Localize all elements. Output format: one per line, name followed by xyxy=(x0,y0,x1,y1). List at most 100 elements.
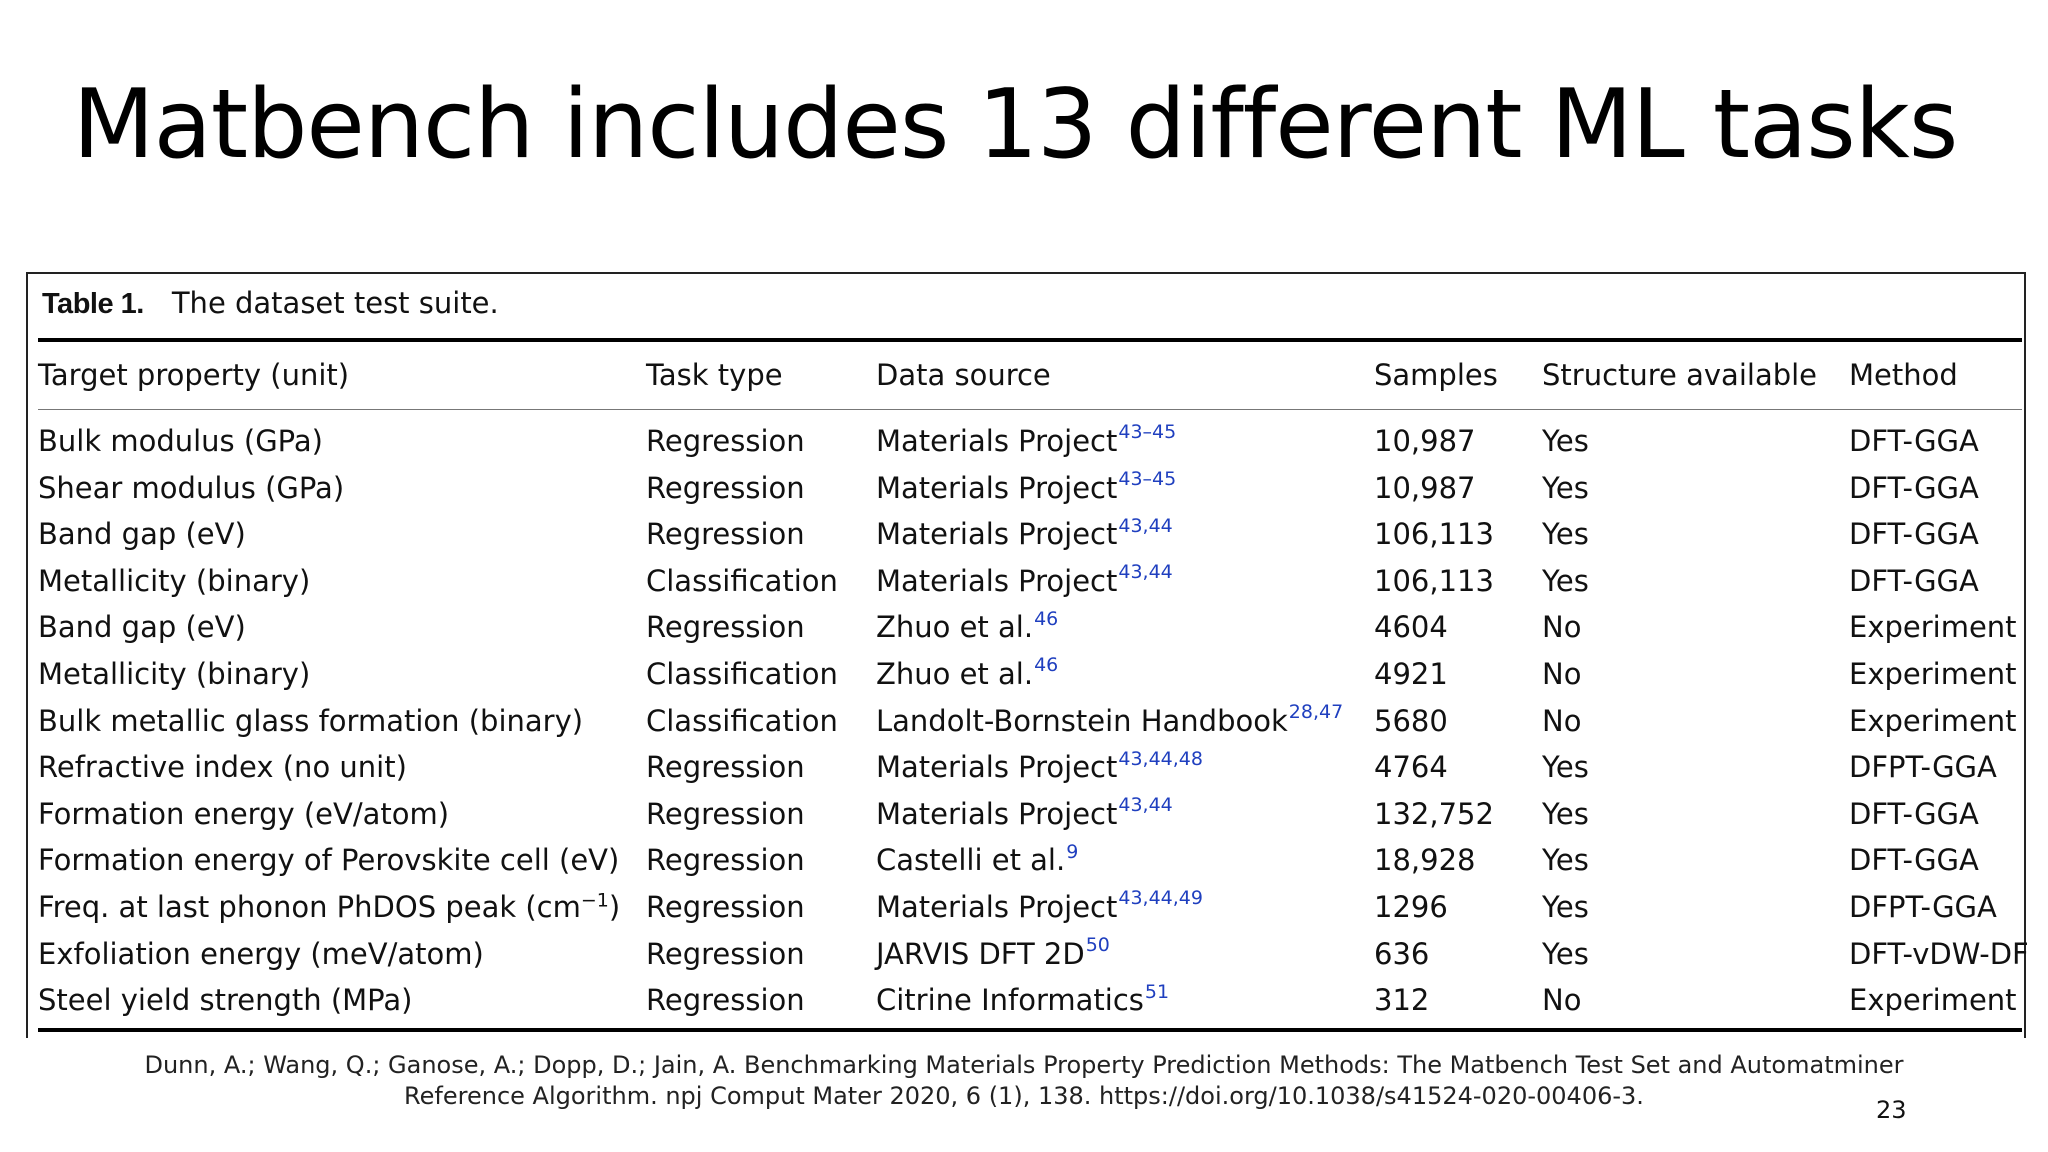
reference-link[interactable]: 43,44 xyxy=(1118,514,1173,537)
cell-data-source: JARVIS DFT 2D50 xyxy=(876,931,1110,977)
cell-samples: 4604 xyxy=(1374,610,1448,645)
cell-data-source: Materials Project43,44 xyxy=(876,558,1173,604)
cell-task-type: Regression xyxy=(646,517,805,552)
table-caption-label: Table 1. xyxy=(42,288,144,320)
cell-target-property: Formation energy of Perovskite cell (eV) xyxy=(38,837,619,883)
reference-link[interactable]: 43–45 xyxy=(1118,467,1177,490)
cell-method: DFPT-GGA xyxy=(1849,750,1997,785)
reference-link[interactable]: 43,44 xyxy=(1118,794,1173,817)
reference-link[interactable]: 9 xyxy=(1066,840,1079,863)
header-method: Method xyxy=(1849,358,1958,392)
reference-link[interactable]: 51 xyxy=(1144,980,1170,1003)
property-text: Metallicity (binary) xyxy=(38,657,311,691)
cell-data-source: Castelli et al.9 xyxy=(876,837,1078,883)
cell-target-property: Refractive index (no unit) xyxy=(38,744,407,790)
reference-link[interactable]: 46 xyxy=(1034,607,1059,630)
table-row: Metallicity (binary) Classification Zhuo e… xyxy=(38,651,2022,697)
property-text: Shear modulus (GPa) xyxy=(38,470,345,505)
cell-task-type: Classification xyxy=(646,563,838,598)
cell-structure-available: Yes xyxy=(1542,890,1589,924)
header-task-type: Task type xyxy=(646,358,783,392)
table-header-row: Target property (unit) Task type Data so… xyxy=(38,352,2022,398)
dataset-table: Table 1. The dataset test suite. Target p… xyxy=(26,272,2029,1038)
cell-target-property: Band gap (eV) xyxy=(38,511,246,557)
source-text: Citrine Informatics xyxy=(876,983,1144,1018)
reference-link[interactable]: 43–45 xyxy=(1118,421,1177,444)
citation-line-2: Reference Algorithm. npj Comput Mater 20… xyxy=(404,1082,1644,1110)
table-row: Freq. at last phonon PhDOS peak (cm−1) Re… xyxy=(38,884,2022,930)
reference-link[interactable]: 28,47 xyxy=(1288,700,1344,723)
property-text: Metallicity (binary) xyxy=(38,563,311,598)
cell-target-property: Bulk metallic glass formation (binary) xyxy=(38,698,583,744)
cell-method: DFT-GGA xyxy=(1849,796,1979,831)
cell-task-type: Regression xyxy=(646,424,805,458)
cell-samples: 106,113 xyxy=(1374,517,1494,552)
cell-structure-available: Yes xyxy=(1542,563,1589,598)
cell-target-property: Metallicity (binary) xyxy=(38,651,310,697)
table-top-rule xyxy=(38,338,2022,342)
cell-data-source: Zhuo et al.46 xyxy=(876,604,1058,650)
source-text: JARVIS DFT 2D xyxy=(876,936,1085,971)
cell-method: Experiment xyxy=(1849,610,2017,645)
header-data-source: Data source xyxy=(876,358,1051,392)
slide-title: Matbench includes 13 different ML tasks xyxy=(72,70,1959,180)
page-number: 23 xyxy=(1876,1096,1907,1124)
cell-method: DFT-GGA xyxy=(1849,424,1979,458)
cell-task-type: Regression xyxy=(646,610,805,645)
cell-method: Experiment xyxy=(1849,983,2017,1018)
cell-target-property: Metallicity (binary) xyxy=(38,558,310,604)
cell-method: DFT-GGA xyxy=(1849,517,1979,552)
cell-target-property: Bulk modulus (GPa) xyxy=(38,418,323,464)
reference-link[interactable]: 43,44,49 xyxy=(1118,887,1203,910)
reference-link[interactable]: 50 xyxy=(1085,933,1110,956)
table-row: Bulk metallic glass formation (binary) Cl… xyxy=(38,698,2022,744)
source-text: Zhuo et al. xyxy=(876,610,1034,645)
cell-samples: 5680 xyxy=(1374,703,1448,738)
cell-samples: 1296 xyxy=(1374,890,1448,924)
cell-structure-available: Yes xyxy=(1542,843,1589,878)
cell-task-type: Regression xyxy=(646,936,805,971)
cell-data-source: Materials Project43–45 xyxy=(876,465,1176,511)
table-row: Exfoliation energy (meV/atom) Regression J… xyxy=(38,931,2029,977)
citation: Dunn, A.; Wang, Q.; Ganose, A.; Dopp, D.… xyxy=(0,1050,2048,1112)
cell-task-type: Regression xyxy=(646,470,805,505)
table-row: Steel yield strength (MPa) Regression Citr… xyxy=(38,977,2022,1023)
property-text: Freq. at last phonon PhDOS peak (cm xyxy=(38,890,581,924)
cell-data-source: Materials Project43,44 xyxy=(876,791,1173,837)
citation-line-1: Dunn, A.; Wang, Q.; Ganose, A.; Dopp, D.… xyxy=(144,1051,1904,1079)
property-text: Exfoliation energy (meV/atom) xyxy=(38,936,484,971)
property-text: Bulk modulus (GPa) xyxy=(38,424,323,458)
property-text: Refractive index (no unit) xyxy=(38,750,407,785)
header-structure-available: Structure available xyxy=(1542,358,1818,392)
cell-target-property: Shear modulus (GPa) xyxy=(38,465,344,511)
cell-task-type: Classification xyxy=(646,657,838,691)
cell-structure-available: Yes xyxy=(1542,796,1589,831)
cell-data-source: Materials Project43,44 xyxy=(876,511,1173,557)
cell-samples: 4764 xyxy=(1374,750,1448,785)
table-row: Metallicity (binary) Classification Materi… xyxy=(38,558,2022,604)
reference-link[interactable]: 43,44,48 xyxy=(1118,747,1203,770)
table-row: Band gap (eV) Regression Materials Project… xyxy=(38,511,2022,557)
source-text: Materials Project xyxy=(876,424,1118,458)
cell-samples: 10,987 xyxy=(1374,470,1476,505)
source-text: Materials Project xyxy=(876,796,1118,831)
reference-link[interactable]: 46 xyxy=(1034,654,1059,677)
table-row: Formation energy (eV/atom) Regression Mate… xyxy=(38,791,2022,837)
cell-data-source: Zhuo et al.46 xyxy=(876,651,1058,697)
cell-method: DFT-GGA xyxy=(1849,563,1979,598)
table-header-rule xyxy=(38,409,2022,410)
header-samples: Samples xyxy=(1374,358,1498,392)
cell-data-source: Materials Project43–45 xyxy=(876,418,1176,464)
cell-structure-available: No xyxy=(1542,657,1582,691)
table-row: Shear modulus (GPa) Regression Materials P… xyxy=(38,465,2022,511)
table-row: Refractive index (no unit) Regression Mate… xyxy=(38,744,2022,790)
cell-data-source: Materials Project43,44,48 xyxy=(876,744,1203,790)
cell-structure-available: No xyxy=(1542,610,1582,645)
cell-samples: 4921 xyxy=(1374,657,1448,691)
cell-samples: 106,113 xyxy=(1374,563,1494,598)
cell-samples: 132,752 xyxy=(1374,796,1494,831)
header-target-property: Target property (unit) xyxy=(38,358,350,392)
reference-link[interactable]: 43,44 xyxy=(1118,561,1173,584)
cell-structure-available: No xyxy=(1542,983,1582,1018)
cell-samples: 636 xyxy=(1374,936,1430,971)
